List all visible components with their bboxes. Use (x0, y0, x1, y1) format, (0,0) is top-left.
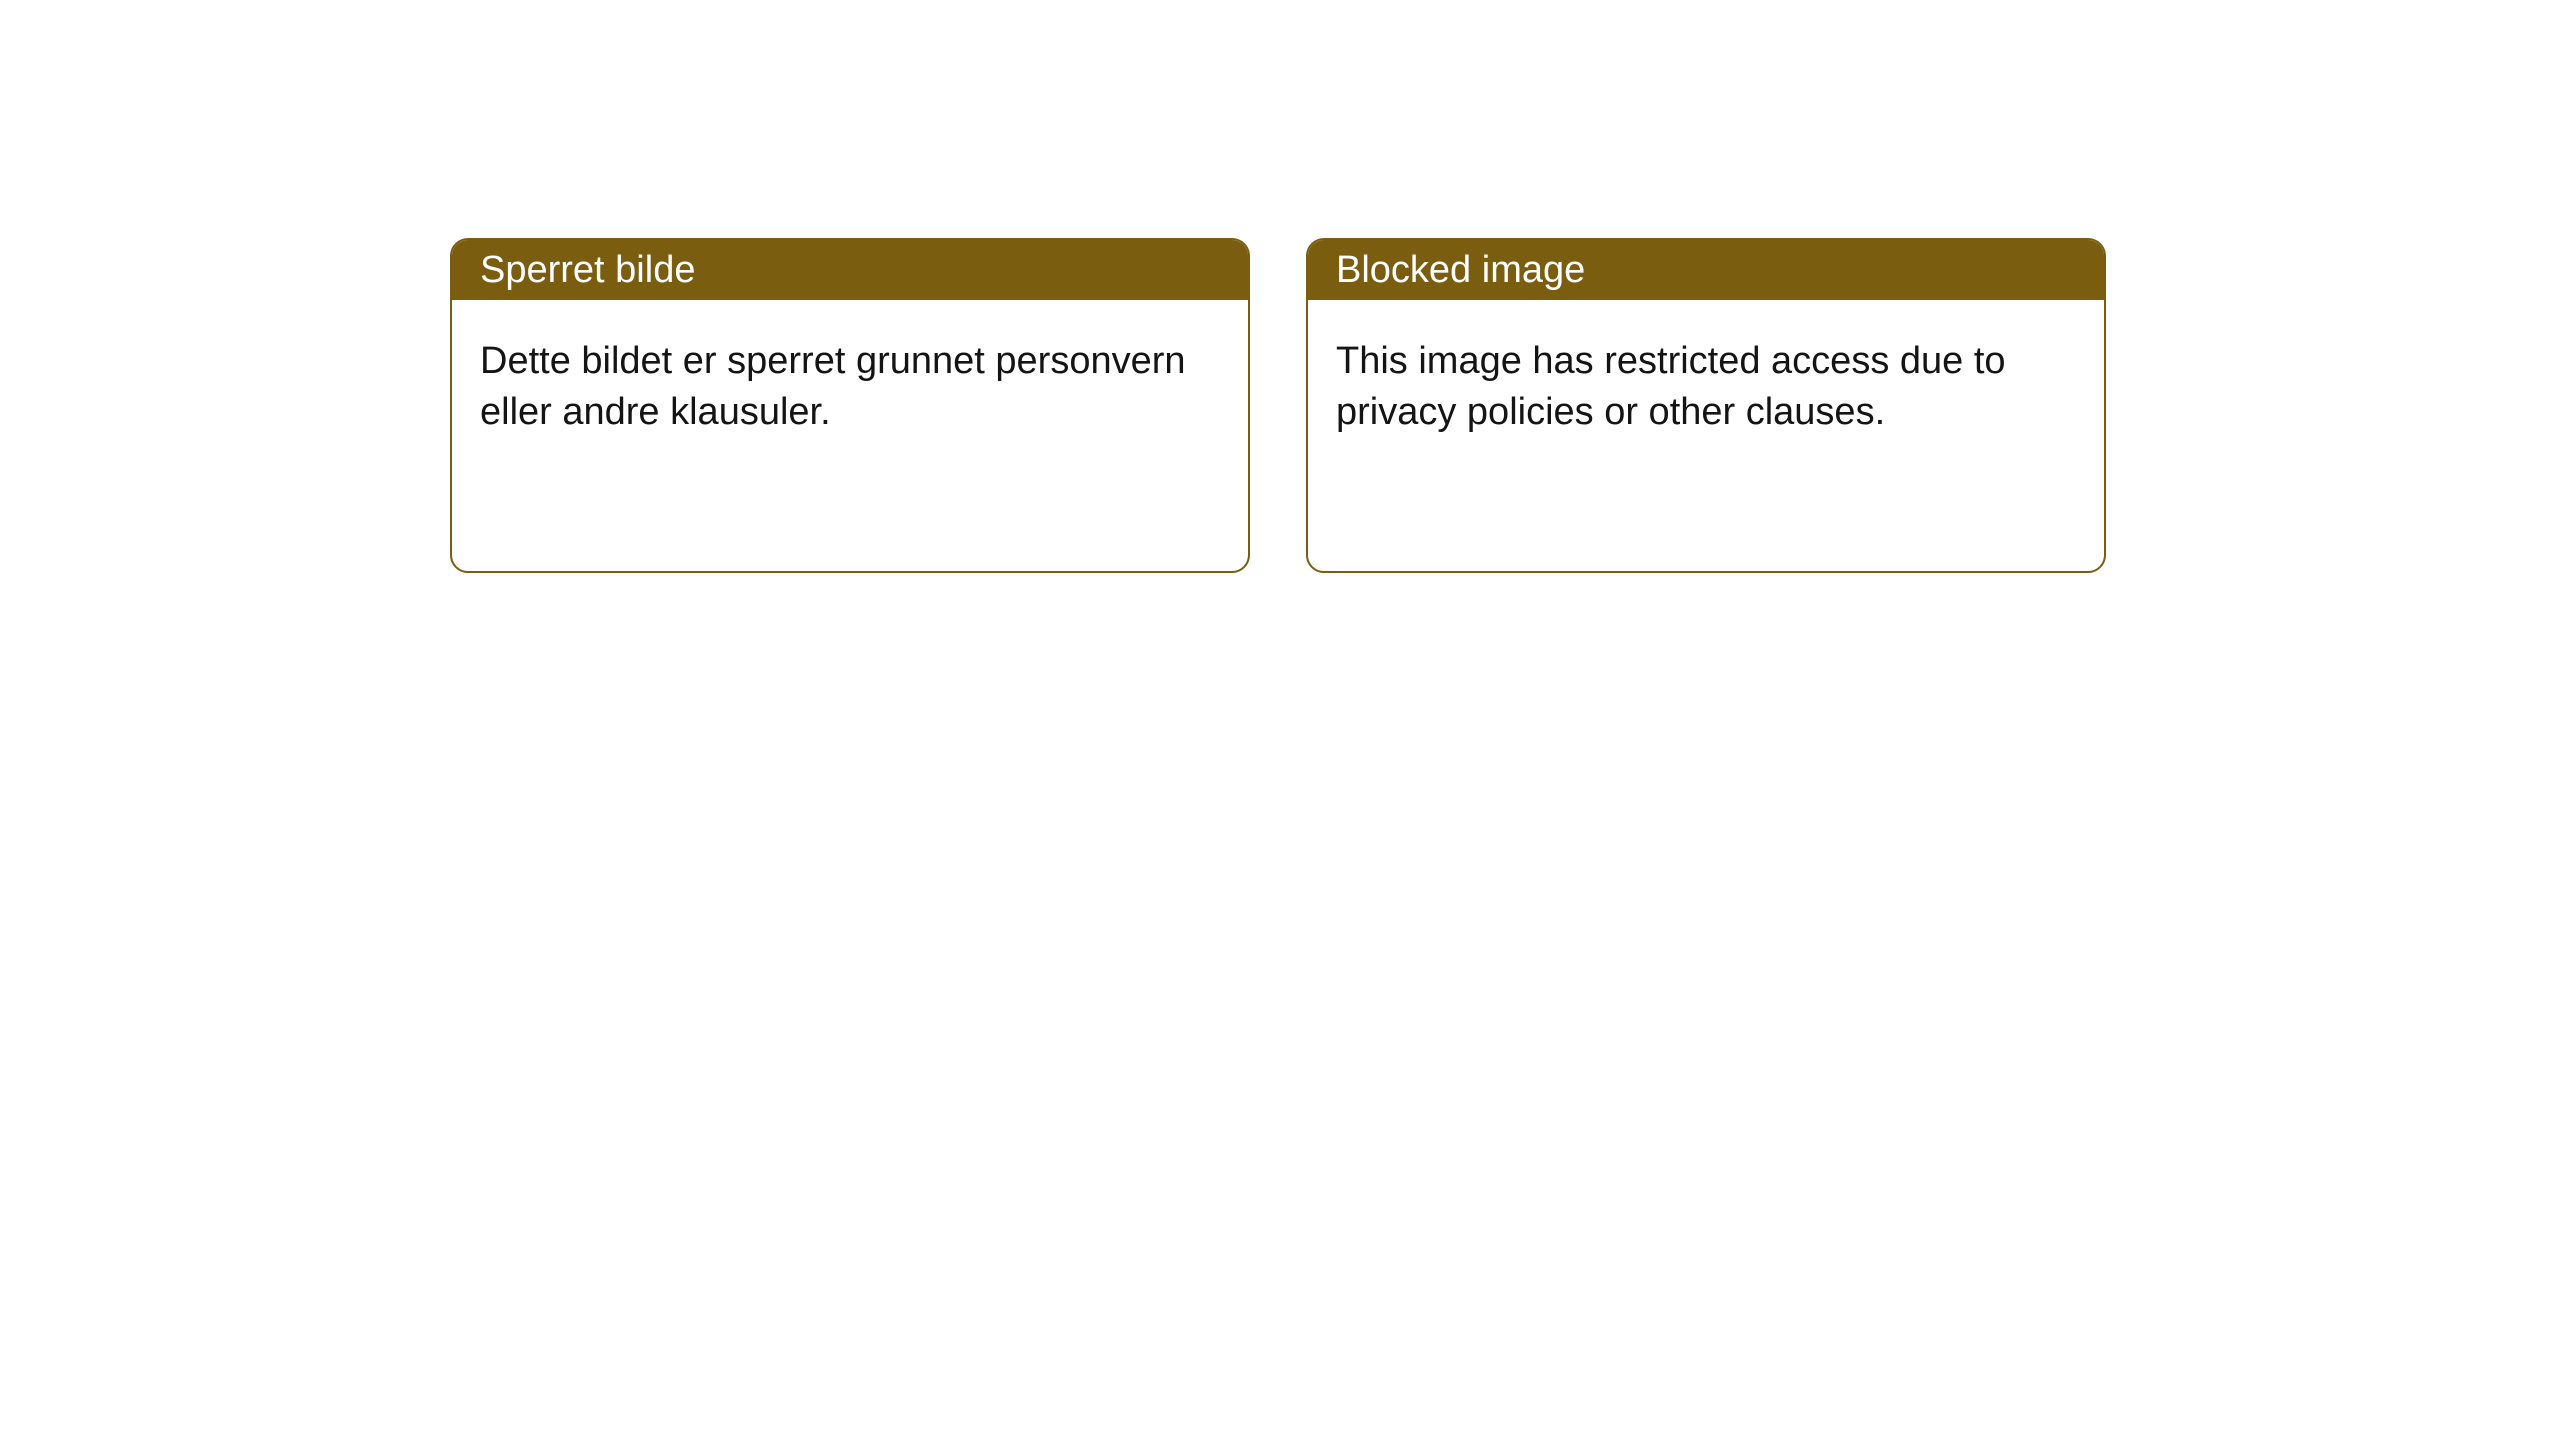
notice-card-body: Dette bildet er sperret grunnet personve… (452, 300, 1248, 475)
notice-card-norwegian: Sperret bilde Dette bildet er sperret gr… (450, 238, 1250, 573)
notice-card-header: Blocked image (1308, 240, 2104, 300)
notice-card-body: This image has restricted access due to … (1308, 300, 2104, 475)
notice-card-title: Sperret bilde (480, 249, 695, 292)
notice-card-english: Blocked image This image has restricted … (1306, 238, 2106, 573)
notice-card-title: Blocked image (1336, 249, 1585, 292)
notice-cards-container: Sperret bilde Dette bildet er sperret gr… (450, 238, 2106, 573)
notice-card-message: This image has restricted access due to … (1336, 340, 2006, 433)
notice-card-header: Sperret bilde (452, 240, 1248, 300)
notice-card-message: Dette bildet er sperret grunnet personve… (480, 340, 1186, 433)
